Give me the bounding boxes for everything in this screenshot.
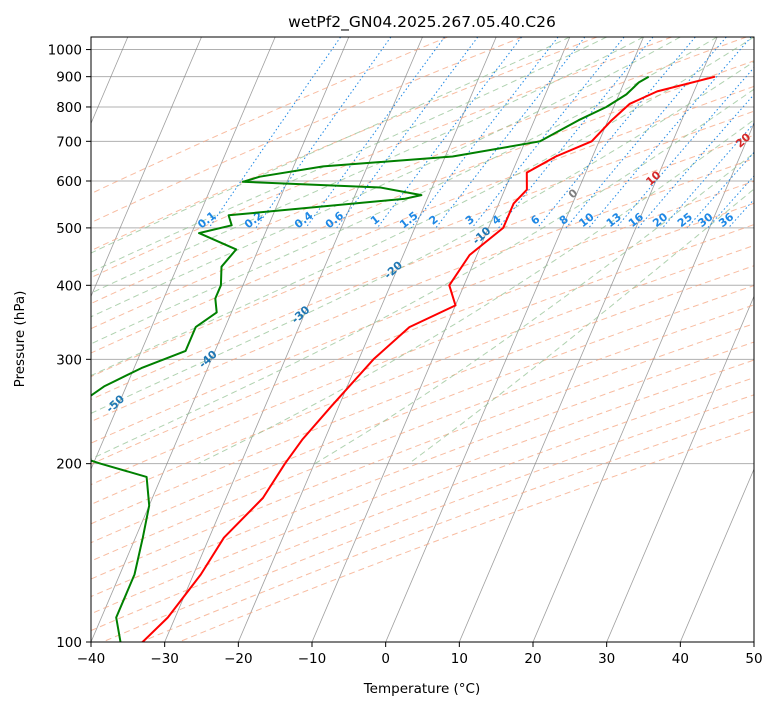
dry-adiabat: [102, 394, 754, 642]
dry-adiabat: [91, 37, 598, 252]
x-tick-label: 10: [451, 651, 468, 667]
moist-adiabat: [91, 37, 571, 254]
dry-adiabat: [91, 37, 672, 279]
y-axis-label: Pressure (hPa): [12, 291, 28, 388]
mixing-ratio-line: [255, 37, 392, 229]
isotherm-line: [679, 468, 754, 642]
dewpoint-line: [91, 75, 650, 642]
x-tick-label: −10: [298, 651, 327, 667]
chart-title: wetPf2_GN04.2025.267.05.40.C26: [288, 13, 556, 32]
isotherm-line: [385, 37, 644, 642]
isotherm-line: [237, 37, 497, 642]
x-tick-label: −40: [77, 651, 106, 667]
isotherm-label: 10: [643, 168, 663, 188]
moist-adiabat: [91, 37, 718, 345]
isotherm-line: [91, 37, 350, 642]
y-tick-label: 400: [56, 278, 82, 294]
dry-adiabat: [91, 180, 754, 444]
y-tick-label: 600: [56, 174, 82, 190]
mixing-ratio-line: [410, 37, 559, 229]
isotherm-line: [606, 295, 754, 642]
dry-adiabat: [91, 37, 523, 224]
dry-adiabat: [91, 37, 448, 195]
isotherm-label: -50: [104, 392, 128, 415]
isotherm-label: -30: [289, 303, 313, 326]
mixing-ratio-line: [336, 37, 479, 229]
mixing-ratio-label: 1: [368, 213, 382, 228]
mixing-ratio-line: [588, 37, 752, 229]
dry-adiabat: [91, 359, 754, 615]
profile-series: [91, 75, 716, 642]
mixing-ratio-label: 4: [489, 212, 503, 227]
x-tick-label: −30: [150, 651, 179, 667]
mixing-ratio-line: [686, 151, 754, 229]
dry-adiabat: [91, 158, 754, 423]
dry-adiabat: [91, 134, 754, 401]
isotherm-line: [91, 37, 276, 471]
y-tick-label: 300: [56, 352, 82, 368]
mixing-ratio-line: [305, 37, 446, 229]
mixing-ratio-label: 30: [695, 210, 715, 230]
x-axis-label: Temperature (°C): [363, 681, 481, 697]
plot-frame: [90, 36, 755, 643]
dry-adiabat: [91, 244, 754, 505]
dry-adiabat: [91, 377, 754, 632]
dry-adiabat: [91, 224, 754, 486]
x-axis: −40 −30 −20 −10 0 10 20 30 40 50: [77, 642, 763, 667]
mixing-ratio-label: 3: [463, 213, 477, 228]
isotherm-line: [458, 37, 718, 642]
dry-adiabat: [91, 202, 754, 465]
x-tick-label: 50: [745, 651, 762, 667]
y-tick-label: 800: [56, 100, 82, 116]
x-tick-label: 0: [381, 651, 390, 667]
plot-area: [91, 37, 754, 642]
y-tick-label: 900: [56, 70, 82, 86]
mixing-ratio-label: 36: [716, 210, 736, 230]
x-tick-label: 30: [598, 651, 615, 667]
x-tick-label: −20: [224, 651, 253, 667]
moist-adiabat: [197, 119, 754, 465]
mixing-ratio-line: [537, 37, 696, 229]
moist-adiabat: [314, 152, 754, 465]
x-tick-label: 20: [524, 651, 541, 667]
dry-adiabat: [91, 341, 754, 598]
y-tick-label: 1000: [48, 43, 82, 59]
moist-adiabat: [91, 37, 607, 273]
y-tick-label: 100: [56, 635, 82, 651]
isotherm-line: [753, 640, 754, 642]
isotherm-line: [91, 37, 202, 298]
isotherm-label: -20: [382, 258, 406, 281]
moist-adiabat: [408, 188, 754, 465]
moist-adiabat: [91, 37, 681, 318]
mixing-ratio-line: [208, 37, 342, 229]
mixing-ratio-label: 25: [675, 210, 695, 230]
dry-adiabat: [91, 37, 747, 305]
dry-adiabat: [91, 284, 754, 544]
y-tick-label: 700: [56, 134, 82, 150]
mixing-ratio-label: 13: [604, 210, 624, 230]
moist-adiabat: [91, 88, 754, 460]
dry-adiabat: [91, 110, 754, 378]
dry-adiabat: [91, 85, 754, 354]
mixing-ratio-line: [662, 122, 754, 229]
isotherm-line: [164, 37, 423, 642]
x-tick-label: 40: [672, 651, 689, 667]
mixing-ratio-line: [435, 37, 586, 229]
mixing-ratio-line: [471, 37, 625, 229]
mixing-ratio-label: 10: [577, 210, 597, 230]
mixing-ratio-line: [376, 37, 522, 229]
y-axis: 100 200 300 400 500 600 700 800 900 1000: [48, 43, 91, 651]
mixing-ratio-line: [637, 93, 754, 229]
mixing-ratio-line: [565, 37, 727, 229]
temperature-line: [141, 75, 716, 642]
mixing-ratio-label: 6: [528, 212, 542, 227]
isotherm-label: -60: [11, 437, 35, 460]
moist-adiabat: [91, 37, 644, 294]
y-tick-label: 200: [56, 457, 82, 473]
y-tick-label: 500: [56, 221, 82, 237]
dry-adiabat: [178, 427, 754, 642]
mixing-ratio-line: [728, 198, 754, 229]
mixing-ratio-label: 20: [650, 210, 670, 230]
